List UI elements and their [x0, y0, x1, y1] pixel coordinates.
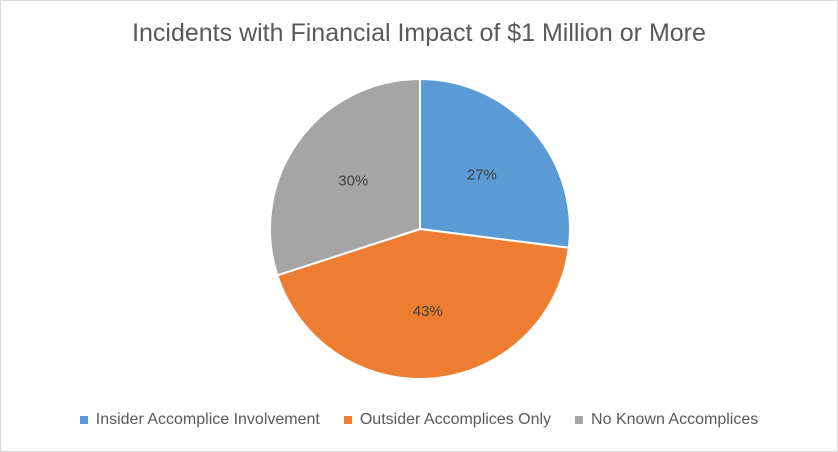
legend: Insider Accomplice Involvement Outsider A… — [1, 411, 837, 429]
legend-swatch — [79, 416, 88, 424]
legend-item-insider: Insider Accomplice Involvement — [79, 411, 320, 429]
pie-slice-insider — [419, 77, 571, 249]
data-label-no-known: 30% — [338, 173, 368, 190]
legend-item-outsider: Outsider Accomplices Only — [343, 411, 552, 429]
legend-label: Outsider Accomplices Only — [359, 411, 552, 428]
chart-title: Incidents with Financial Impact of $1 Mi… — [132, 19, 706, 47]
pie-slice-outsider — [276, 227, 570, 380]
data-label-outsider: 43% — [413, 303, 443, 320]
data-label-insider: 27% — [467, 166, 497, 183]
pie-slice-no-known — [269, 77, 421, 277]
legend-swatch — [575, 416, 584, 424]
legend-item-no-known: No Known Accomplices — [575, 411, 758, 429]
legend-label: Insider Accomplice Involvement — [95, 411, 320, 428]
legend-label: No Known Accomplices — [591, 411, 759, 428]
legend-swatch — [343, 416, 352, 424]
